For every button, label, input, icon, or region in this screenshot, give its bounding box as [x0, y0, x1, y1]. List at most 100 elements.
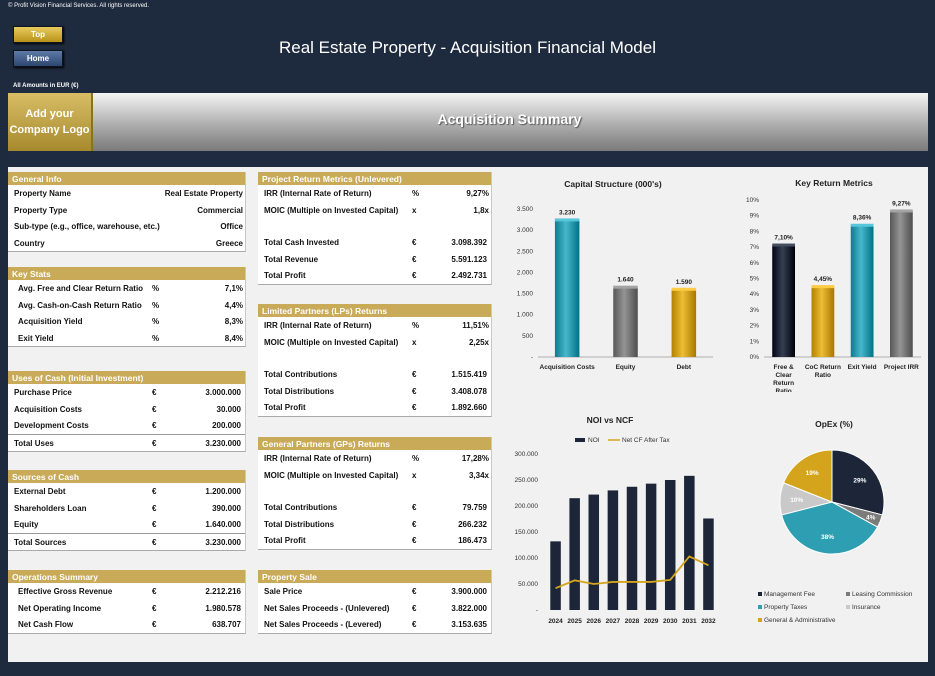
- section-title: Uses of Cash (Initial Investment): [8, 371, 245, 384]
- table-row: Avg. Free and Clear Return Ratio% 7,1%: [8, 280, 245, 297]
- table-row: Total Profit €2.492.731: [258, 267, 491, 284]
- table-row: Equity €1.640.000: [8, 516, 245, 533]
- section-title: General Info: [8, 172, 245, 185]
- row-unit: €: [152, 520, 157, 529]
- row-unit: €: [412, 254, 417, 264]
- divider-strip: [8, 151, 928, 167]
- table-row: Total Cash Invested €3.098.392: [258, 234, 491, 251]
- x-tick-label: 2032: [701, 618, 716, 625]
- data-label: 9,27%: [892, 200, 911, 207]
- row-value: 3.230.000: [205, 537, 241, 547]
- row-value: 5.591.123: [451, 254, 487, 264]
- row-label: Country: [14, 238, 45, 248]
- legend-swatch: [758, 592, 762, 596]
- bar-top: [811, 285, 835, 289]
- table-row: Total Contributions €79.759: [258, 499, 491, 516]
- row-unit: x: [412, 337, 417, 347]
- amounts-note: All Amounts in EUR (€): [13, 83, 79, 89]
- pie-slice: [783, 449, 833, 503]
- row-label: Total Revenue: [264, 254, 319, 264]
- table-row: MOIC (Multiple on Invested Capital) x 2,25…: [258, 334, 491, 351]
- row-unit: €: [412, 620, 417, 629]
- property-sale-section: Property Sale Sale Price €3.900.000 Net S…: [258, 570, 492, 634]
- slice-label: 38%: [821, 534, 834, 541]
- x-tick-label: 2027: [606, 618, 621, 625]
- table-row: MOIC (Multiple on Invested Capital) x 1,8x: [258, 202, 491, 219]
- row-unit: €: [412, 519, 417, 529]
- row-value: 9,27%: [466, 189, 489, 198]
- y-tick-label: 1.500: [517, 291, 534, 298]
- row-unit: €: [152, 388, 157, 397]
- row-value: Real Estate Property: [164, 189, 243, 198]
- row-label: Exit Yield: [18, 333, 54, 343]
- row-unit: €: [412, 587, 417, 596]
- row-value: 3.153.635: [451, 620, 487, 629]
- row-label: Total Sources: [14, 537, 67, 547]
- row-value: Commercial: [197, 205, 243, 215]
- table-row: External Debt €1.200.000: [8, 483, 245, 500]
- x-tick-label: Exit Yield: [848, 364, 877, 371]
- x-tick-label: Equity: [616, 364, 636, 371]
- table-row: Purchase Price €3.000.000: [8, 384, 245, 401]
- summary-banner: Add your Company Logo Acquisition Summar…: [8, 93, 928, 151]
- row-label: Total Profit: [264, 403, 306, 412]
- row-unit: x: [412, 470, 417, 480]
- x-tick-label: Debt: [677, 364, 692, 371]
- row-unit: x: [412, 205, 417, 215]
- row-label: Avg. Cash-on-Cash Return Ratio: [18, 300, 142, 310]
- table-row: Total Profit €1.892.660: [258, 399, 491, 416]
- table-row: Property Name Real Estate Property: [8, 185, 245, 202]
- row-label: MOIC (Multiple on Invested Capital): [264, 337, 399, 347]
- company-logo-placeholder[interactable]: Add your Company Logo: [8, 93, 93, 151]
- slice-label: 10%: [790, 497, 803, 504]
- row-label: IRR (Internal Rate of Return): [264, 321, 372, 330]
- row-label: Property Type: [14, 205, 68, 215]
- bar: [613, 287, 638, 357]
- legend-swatch: [846, 592, 850, 596]
- row-label: Effective Gross Revenue: [18, 587, 113, 596]
- data-label: 1.640: [617, 277, 634, 284]
- row-value: 8,4%: [224, 333, 243, 343]
- y-tick-label: 300.000: [515, 451, 539, 458]
- legend-label: General & Administrative: [764, 617, 836, 624]
- x-tick-label: Free & Clear Return Ratio: [773, 364, 794, 392]
- y-tick-label: 5%: [750, 276, 760, 283]
- row-value: 266.232: [458, 519, 487, 529]
- top-button[interactable]: Top: [13, 26, 63, 43]
- slice-label: 29%: [853, 477, 866, 484]
- data-label: 3.230: [559, 209, 576, 216]
- row-unit: €: [152, 438, 157, 448]
- data-label: 8,36%: [853, 215, 872, 222]
- y-tick-label: 10%: [746, 197, 759, 204]
- bar-top: [850, 223, 874, 227]
- y-tick-label: 1%: [750, 338, 760, 345]
- bar: [569, 498, 580, 610]
- x-tick-label: 2026: [587, 618, 602, 625]
- table-row: IRR (Internal Rate of Return)% 17,28%: [258, 450, 491, 467]
- row-value: 11,51%: [462, 321, 489, 330]
- row-label: Total Contributions: [264, 503, 338, 512]
- y-tick-label: 7%: [750, 244, 760, 251]
- legend-label: NOI: [588, 437, 600, 444]
- y-tick-label: 2.000: [517, 269, 534, 276]
- y-tick-label: 200.000: [515, 503, 539, 510]
- row-label: Net Sales Proceeds - (Levered): [264, 620, 382, 629]
- row-unit: €: [412, 403, 417, 412]
- table-row: Avg. Cash-on-Cash Return Ratio% 4,4%: [8, 297, 245, 314]
- row-label: Total Distributions: [264, 519, 335, 529]
- bar: [671, 289, 697, 357]
- table-row: Development Costs €200.000: [8, 417, 245, 434]
- section-title: Project Return Metrics (Unlevered): [258, 172, 491, 185]
- banner-title: Acquisition Summary: [437, 111, 582, 127]
- row-label: Net Sales Proceeds - (Unlevered): [264, 603, 390, 613]
- table-row: Exit Yield% 8,4%: [8, 330, 245, 347]
- x-tick-label: 2025: [567, 618, 582, 625]
- home-button[interactable]: Home: [13, 50, 63, 67]
- table-row: Net Operating Income €1.980.578: [8, 600, 245, 617]
- y-tick-label: 9%: [750, 213, 760, 220]
- bar: [550, 541, 561, 610]
- row-label: Acquisition Costs: [14, 404, 83, 414]
- row-value: 8,3%: [224, 317, 243, 326]
- table-row: IRR (Internal Rate of Return)% 9,27%: [258, 185, 491, 202]
- x-tick-label: 2028: [625, 618, 640, 625]
